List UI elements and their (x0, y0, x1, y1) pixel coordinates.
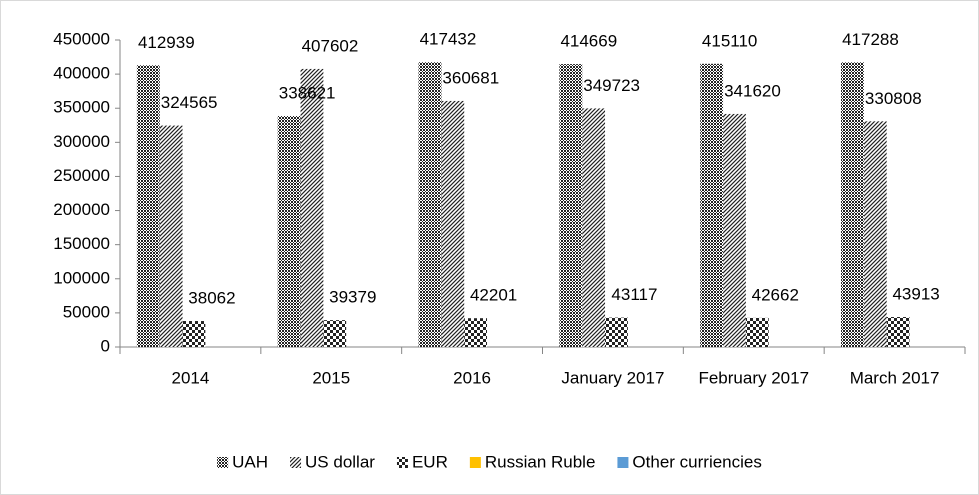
data-label: 349723 (583, 76, 640, 95)
x-tick-label: January 2017 (561, 368, 664, 387)
legend-marker (290, 457, 302, 468)
data-label: 42662 (752, 285, 799, 304)
bar (464, 318, 488, 347)
bar (323, 320, 347, 347)
legend-label: UAH (232, 452, 268, 471)
data-label: 42201 (470, 286, 517, 305)
y-tick-label: 0 (101, 336, 110, 355)
data-label: 43117 (611, 285, 657, 304)
data-label: 338621 (279, 83, 336, 102)
data-label: 412939 (138, 33, 195, 52)
x-tick-label: 2015 (312, 368, 350, 387)
bar (182, 321, 206, 347)
data-label: 407602 (302, 36, 359, 55)
bar (159, 125, 183, 347)
legend-marker (217, 457, 229, 468)
y-tick-label: 300000 (53, 132, 110, 151)
bar (863, 121, 887, 347)
y-tick-label: 200000 (53, 200, 110, 219)
data-label: 324565 (161, 93, 218, 112)
bar (723, 113, 746, 348)
bar (300, 68, 324, 347)
bar (745, 317, 769, 347)
x-tick-label: 2016 (453, 368, 491, 387)
data-label: 360681 (442, 68, 499, 87)
legend-marker (617, 457, 629, 468)
bar (277, 115, 301, 347)
data-label: 414669 (560, 32, 617, 51)
y-tick-label: 350000 (53, 98, 110, 117)
y-tick-label: 250000 (53, 166, 110, 185)
bar (559, 64, 583, 348)
y-tick-label: 50000 (63, 302, 110, 321)
y-tick-label: 450000 (53, 29, 110, 48)
bar (700, 63, 724, 347)
data-label: 415110 (702, 31, 757, 50)
data-label: 43913 (892, 285, 939, 304)
data-label: 417288 (842, 30, 899, 49)
legend-marker (469, 457, 481, 468)
legend-label: EUR (412, 452, 448, 471)
bar (582, 108, 606, 348)
data-label: 330808 (865, 89, 922, 108)
y-tick-label: 100000 (53, 268, 110, 287)
bar (418, 62, 442, 347)
x-tick-label: March 2017 (850, 368, 940, 387)
bar (441, 100, 465, 347)
y-tick-label: 400000 (53, 64, 110, 83)
x-tick-label: February 2017 (698, 368, 809, 387)
data-label: 341620 (724, 81, 781, 100)
bar (136, 65, 160, 347)
y-tick-label: 150000 (53, 234, 110, 253)
legend-label: Russian Ruble (485, 452, 596, 471)
data-label: 39379 (329, 288, 376, 307)
data-label: 417432 (420, 30, 477, 49)
legend-label: Other curriencies (632, 452, 761, 471)
legend-marker (396, 457, 408, 468)
bar (605, 317, 628, 347)
legend-label: US dollar (305, 452, 375, 471)
data-label: 38062 (188, 289, 235, 308)
x-tick-label: 2014 (172, 368, 210, 387)
bar (841, 62, 864, 347)
bar (886, 317, 910, 347)
